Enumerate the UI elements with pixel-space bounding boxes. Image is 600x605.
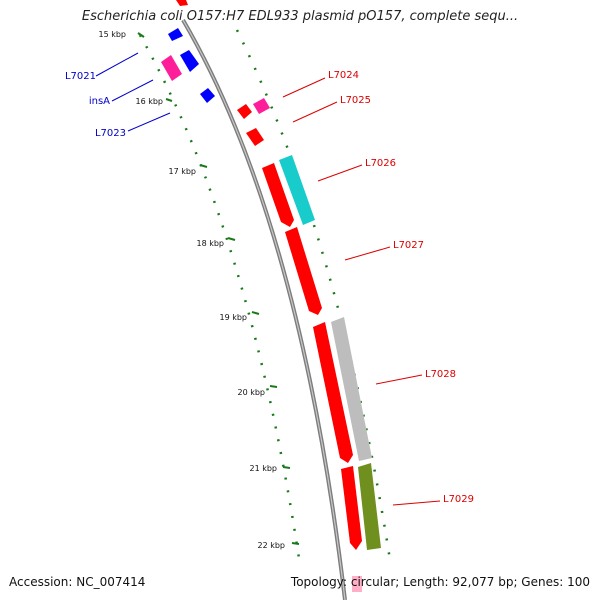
feature-L7028-grey	[331, 317, 372, 461]
gene-label-L7021[interactable]: L7021	[65, 71, 96, 82]
feature-L7021	[161, 55, 182, 81]
tick-label-21: 21 kbp	[249, 464, 277, 473]
tick-label-22: 22 kbp	[257, 541, 285, 550]
feature-L7025-b	[246, 128, 264, 146]
gene-label-insA[interactable]: insA	[89, 96, 110, 107]
feature-L7025-a	[237, 104, 252, 119]
accession-label: Accession: NC_007414	[9, 575, 146, 589]
feature-cds-1	[262, 163, 294, 227]
tick-label-17: 17 kbp	[168, 167, 196, 176]
tick-label-18: 18 kbp	[196, 239, 224, 248]
tick-label-20: 20 kbp	[237, 388, 265, 397]
inner-ruler	[138, 34, 302, 566]
tick-label-15: 15 kbp	[98, 30, 126, 39]
feature-L7026	[279, 155, 315, 225]
summary-label: Topology: circular; Length: 92,077 bp; G…	[290, 575, 590, 589]
feature-top-blue	[168, 28, 183, 41]
tick-label-16: 16 kbp	[135, 97, 163, 106]
gene-label-L7027[interactable]: L7027	[393, 240, 424, 251]
gene-label-L7028[interactable]: L7028	[425, 369, 456, 380]
gene-label-L7025[interactable]: L7025	[340, 95, 371, 106]
map-title: Escherichia coli O157:H7 EDL933 plasmid …	[81, 9, 519, 24]
gene-label-L7026[interactable]: L7026	[365, 158, 396, 169]
kbp-ticks	[137, 32, 300, 545]
feature-insA	[180, 50, 199, 72]
feature-L7027	[285, 227, 322, 315]
feature-top-red	[176, 0, 188, 6]
feature-L7023	[200, 88, 215, 103]
feature-cds-2	[313, 322, 353, 463]
gene-label-L7024[interactable]: L7024	[328, 70, 359, 81]
gene-label-L7023[interactable]: L7023	[95, 128, 126, 139]
outer-features	[237, 98, 381, 592]
feature-bottom-pink	[352, 576, 362, 592]
inner-features	[161, 0, 215, 103]
feature-cds-3	[341, 466, 362, 550]
tick-label-19: 19 kbp	[219, 313, 247, 322]
gene-label-L7029[interactable]: L7029	[443, 494, 474, 505]
feature-L7024	[253, 98, 270, 114]
feature-L7029-olive	[358, 463, 381, 550]
